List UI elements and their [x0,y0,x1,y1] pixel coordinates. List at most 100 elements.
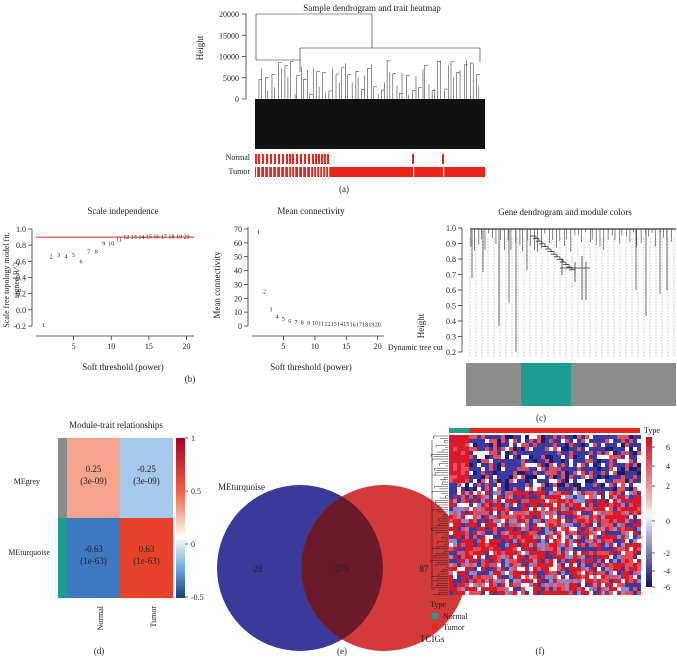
panel-f-heat-cell [533,451,537,455]
panel-f-heat-cell [557,503,561,507]
panel-f-heat-cell [593,587,597,591]
panel-a-ytick-label: 15000 [219,31,239,40]
panel-a-tumor-gap [291,167,293,177]
panel-f-heat-cell [581,495,585,499]
panel-f-heat-cell [545,443,549,447]
panel-f-heat-cell [617,591,621,595]
panel-f-heat-cell [485,455,489,459]
panel-f-heat-cell [469,555,473,559]
panel-f-heat-cell [521,499,525,503]
panel-f-heat-cell [449,511,453,515]
panel-a-tumor-gap [272,167,274,177]
panel-f-heat-cell [477,495,481,499]
panel-f-heat-cell [449,523,453,527]
panel-f-heat-cell [553,471,557,475]
panel-f-heat-cell [589,451,593,455]
panel-f-heat-cell [609,567,613,571]
panel-f-heat-cell [549,591,553,595]
panel-f-heat-cell [633,475,637,479]
panel-f-heat-cell [513,543,517,547]
panel-f-heat-cell [545,447,549,451]
panel-f-heat-cell [597,547,601,551]
panel-f-heat-cell [517,503,521,507]
panel-f-heat-cell [505,471,509,475]
panel-f-heat-cell [517,531,521,535]
panel-f-heat-cell [629,531,633,535]
panel-f-heat-cell [581,555,585,559]
panel-f-heat-cell [549,587,553,591]
panel-f-heat-cell [621,555,625,559]
panel-f-heat-cell [529,563,533,567]
panel-f-heat-cell [553,571,557,575]
panel-f-colorbar-label: -6 [663,583,670,592]
panel-f-heat-cell [453,467,457,471]
panel-f-heat-cell [633,535,637,539]
panel-f-heat-cell [453,475,457,479]
panel-d-colorbar-label: 1 [191,434,195,443]
panel-f-heat-cell [465,515,469,519]
panel-f-heat-cell [589,567,593,571]
panel-a-tumor-gap [284,167,286,177]
panel-f-heat-cell [469,483,473,487]
panel-d-colorbar-label: 0.5 [191,487,201,496]
panel-f-heat-cell [565,467,569,471]
panel-f-heat-cell [509,527,513,531]
panel-f-heat-cell [577,591,581,595]
panel-f-heat-cell [493,463,497,467]
panel-f-heat-cell [533,475,537,479]
panel-f-heat-cell [505,567,509,571]
panel-f-heat-cell [585,539,589,543]
panel-f-heat-cell [525,535,529,539]
panel-c-ytick-label: 0.8 [446,255,456,264]
panel-f-heat-cell [589,519,593,523]
panel-f-heat-cell [497,563,501,567]
panel-f-heat-cell [625,551,629,555]
panel-f-heat-cell [541,455,545,459]
panel-f-heat-cell [489,551,493,555]
panel-f-heat-cell [525,547,529,551]
panel-f-heat-cell [493,459,497,463]
panel-b-scale-independence: Scale independence Scale free topology m… [2,206,195,384]
panel-f-heat-cell [617,511,621,515]
panel-f-heat-cell [621,447,625,451]
panel-f-heat-cell [493,519,497,523]
panel-f-heat-cell [537,547,541,551]
panel-f-heat-cell [521,559,525,563]
panel-c-ylabel: Height [416,313,426,338]
panel-f-heat-cell [597,535,601,539]
panel-f-heat-cell [473,483,477,487]
panel-f-heat-cell [593,495,597,499]
panel-f-heat-cell [585,531,589,535]
panel-f-heat-cell [473,591,477,595]
panel-f-heat-cell [509,459,513,463]
panel-f-heat-cell [529,555,533,559]
panel-f-heat-cell [553,483,557,487]
panel-f-heat-cell [449,491,453,495]
panel-f-heat-cell [457,487,461,491]
panel-f-type-tumor [469,428,640,433]
panel-f-heat-cell [473,571,477,575]
panel-f-heat-cell [561,519,565,523]
panel-f-heat-cell [513,463,517,467]
panel-f-heat-cell [505,551,509,555]
panel-f-heat-cell [501,571,505,575]
panel-f-heat-cell [461,547,465,551]
panel-f-heat-cell [521,455,525,459]
panel-f-heat-cell [477,531,481,535]
panel-f-heat-cell [621,583,625,587]
panel-f-heat-cell [545,535,549,539]
panel-f-heat-cell [449,519,453,523]
panel-f-heat-cell [597,479,601,483]
panel-f-heat-cell [573,455,577,459]
panel-f-heat-cell [517,539,521,543]
panel-f-heat-cell [633,511,637,515]
panel-f-heat-cell [581,535,585,539]
panel-f-heat-cell [461,487,465,491]
panel-f-heat-cell [509,531,513,535]
panel-f-heat-cell [521,563,525,567]
panel-f-heat-cell [561,539,565,543]
panel-f-heat-cell [553,523,557,527]
panel-f-heat-cell [577,519,581,523]
panel-f-heat-cell [453,443,457,447]
panel-f-heat-cell [605,507,609,511]
